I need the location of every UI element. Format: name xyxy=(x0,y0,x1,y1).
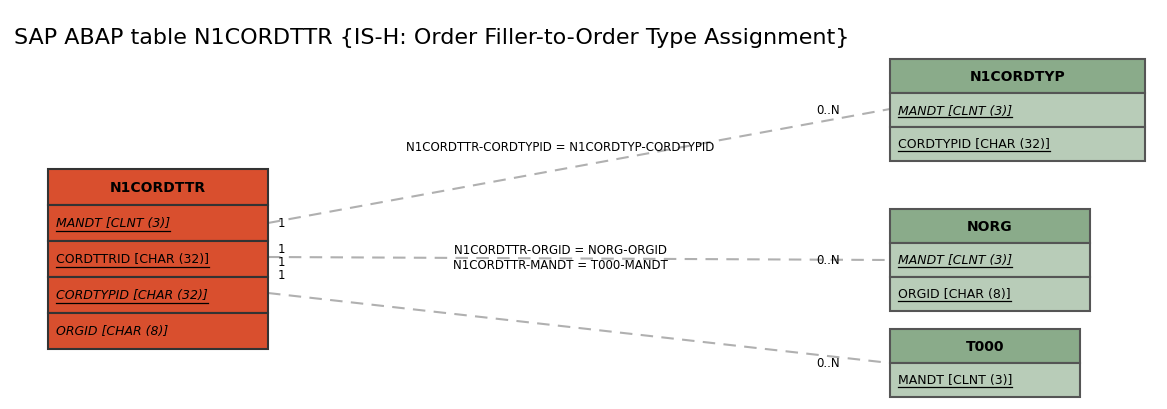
Bar xyxy=(890,60,1145,94)
Bar xyxy=(48,241,268,277)
Bar xyxy=(890,363,1079,397)
Text: 1: 1 xyxy=(278,269,286,282)
Text: 0..N: 0..N xyxy=(817,254,840,267)
Bar xyxy=(890,277,1090,311)
Text: MANDT [CLNT (3)]: MANDT [CLNT (3)] xyxy=(897,104,1012,117)
Bar xyxy=(890,128,1145,162)
Text: CORDTTRID [CHAR (32)]: CORDTTRID [CHAR (32)] xyxy=(56,253,209,266)
Text: ORGID [CHAR (8)]: ORGID [CHAR (8)] xyxy=(897,288,1011,301)
Bar xyxy=(48,313,268,349)
Text: MANDT [CLNT (3)]: MANDT [CLNT (3)] xyxy=(897,373,1013,387)
Bar xyxy=(890,209,1090,243)
Text: N1CORDTYP: N1CORDTYP xyxy=(970,70,1065,84)
Text: 1: 1 xyxy=(278,256,286,269)
Text: MANDT [CLNT (3)]: MANDT [CLNT (3)] xyxy=(897,254,1012,267)
Text: MANDT [CLNT (3)]: MANDT [CLNT (3)] xyxy=(56,217,170,230)
Text: NORG: NORG xyxy=(967,220,1013,234)
Text: T000: T000 xyxy=(966,339,1005,353)
Text: N1CORDTTR: N1CORDTTR xyxy=(110,180,207,195)
Text: 0..N: 0..N xyxy=(817,357,840,370)
Text: N1CORDTTR-CORDTYPID = N1CORDTYP-CORDTYPID: N1CORDTTR-CORDTYPID = N1CORDTYP-CORDTYPI… xyxy=(406,141,714,154)
Text: 1: 1 xyxy=(278,243,286,256)
Text: CORDTYPID [CHAR (32)]: CORDTYPID [CHAR (32)] xyxy=(897,138,1050,151)
Text: CORDTYPID [CHAR (32)]: CORDTYPID [CHAR (32)] xyxy=(56,289,208,302)
Bar xyxy=(890,329,1079,363)
Bar xyxy=(890,94,1145,128)
Text: ORGID [CHAR (8)]: ORGID [CHAR (8)] xyxy=(56,325,168,338)
Bar xyxy=(48,170,268,205)
Bar xyxy=(48,205,268,241)
Text: 0..N: 0..N xyxy=(817,103,840,116)
Bar xyxy=(48,277,268,313)
Bar xyxy=(890,243,1090,277)
Text: SAP ABAP table N1CORDTTR {IS-H: Order Filler-to-Order Type Assignment}: SAP ABAP table N1CORDTTR {IS-H: Order Fi… xyxy=(14,28,850,48)
Text: N1CORDTTR-ORGID = NORG-ORGID
N1CORDTTR-MANDT = T000-MANDT: N1CORDTTR-ORGID = NORG-ORGID N1CORDTTR-M… xyxy=(453,243,668,271)
Text: 1: 1 xyxy=(278,217,286,230)
